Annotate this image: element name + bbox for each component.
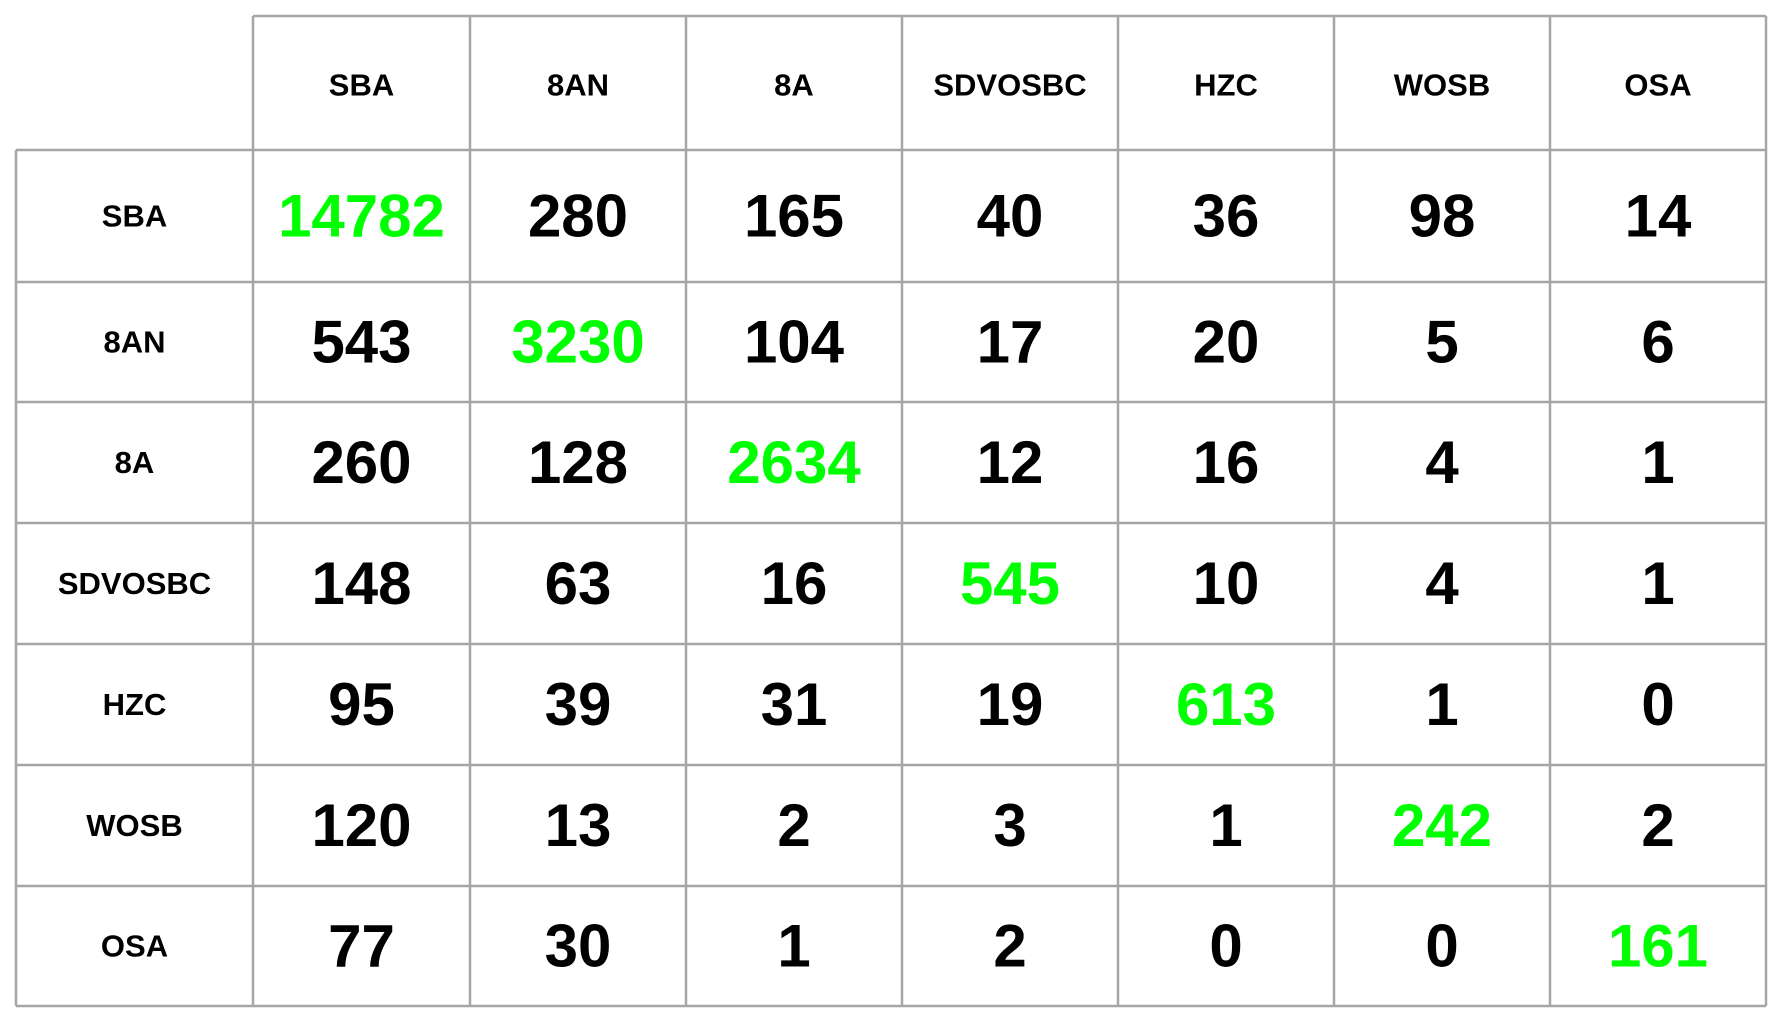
cell-value: 543: [311, 309, 411, 376]
row-header: SBA: [102, 199, 167, 234]
cell-value: 104: [744, 309, 845, 376]
cell-value: 4: [1425, 429, 1459, 496]
column-header: HZC: [1194, 68, 1258, 103]
column-header: 8AN: [547, 68, 609, 103]
cell-value: 3: [993, 792, 1026, 859]
cell-value: 2: [777, 792, 810, 859]
diagonal-cell-value: 3230: [511, 309, 644, 376]
diagonal-cell-value: 14782: [278, 183, 445, 250]
cell-value: 14: [1625, 183, 1692, 250]
cell-value: 1: [1641, 550, 1674, 617]
cell-value: 0: [1209, 913, 1242, 980]
cell-value: 30: [545, 913, 612, 980]
column-header: 8A: [774, 68, 814, 103]
cell-value: 16: [1193, 429, 1260, 496]
cell-value: 148: [311, 550, 411, 617]
column-header: SBA: [329, 68, 394, 103]
cell-value: 1: [1209, 792, 1242, 859]
cell-value: 6: [1641, 309, 1674, 376]
row-header: OSA: [101, 929, 168, 964]
row-header: HZC: [103, 687, 167, 722]
diagonal-cell-value: 161: [1608, 913, 1708, 980]
cell-value: 10: [1193, 550, 1260, 617]
diagonal-cell-value: 613: [1176, 671, 1276, 738]
column-headers: SBA 8AN 8A SDVOSBC HZC WOSB OSA: [329, 68, 1692, 103]
cell-value: 280: [528, 183, 628, 250]
diagonal-cell-value: 2634: [727, 429, 861, 496]
cell-value: 31: [761, 671, 828, 738]
cell-value: 63: [545, 550, 612, 617]
cell-value: 19: [977, 671, 1044, 738]
row-header: 8A: [115, 445, 155, 480]
cell-value: 12: [977, 429, 1044, 496]
cell-value: 0: [1641, 671, 1674, 738]
cell-value: 16: [761, 550, 828, 617]
cell-value: 36: [1193, 183, 1260, 250]
cell-value: 120: [311, 792, 411, 859]
cell-value: 98: [1409, 183, 1476, 250]
cell-value: 1: [777, 913, 810, 980]
cell-value: 17: [977, 309, 1044, 376]
cell-value: 39: [545, 671, 612, 738]
cell-value: 128: [528, 429, 628, 496]
cell-value: 20: [1193, 309, 1260, 376]
column-header: OSA: [1624, 68, 1691, 103]
cell-value: 1: [1641, 429, 1674, 496]
row-header: WOSB: [86, 808, 182, 843]
row-header: 8AN: [103, 325, 165, 360]
table-grid: [14, 14, 1768, 1008]
cell-value: 2: [1641, 792, 1674, 859]
cell-value: 40: [977, 183, 1044, 250]
row-header: SDVOSBC: [58, 566, 211, 601]
cell-value: 165: [744, 183, 844, 250]
cell-value: 5: [1425, 309, 1458, 376]
cell-value: 260: [311, 429, 411, 496]
cell-value: 4: [1425, 550, 1459, 617]
cell-value: 13: [545, 792, 612, 859]
column-header: WOSB: [1394, 68, 1490, 103]
diagonal-cell-value: 545: [960, 550, 1060, 617]
diagonal-cell-value: 242: [1392, 792, 1492, 859]
cell-value: 0: [1425, 913, 1458, 980]
row-headers: SBA 8AN 8A SDVOSBC HZC WOSB OSA: [58, 199, 211, 964]
column-header: SDVOSBC: [933, 68, 1086, 103]
cell-value: 2: [993, 913, 1026, 980]
cell-value: 95: [328, 671, 395, 738]
cell-value: 77: [328, 913, 395, 980]
cell-value: 1: [1425, 671, 1458, 738]
